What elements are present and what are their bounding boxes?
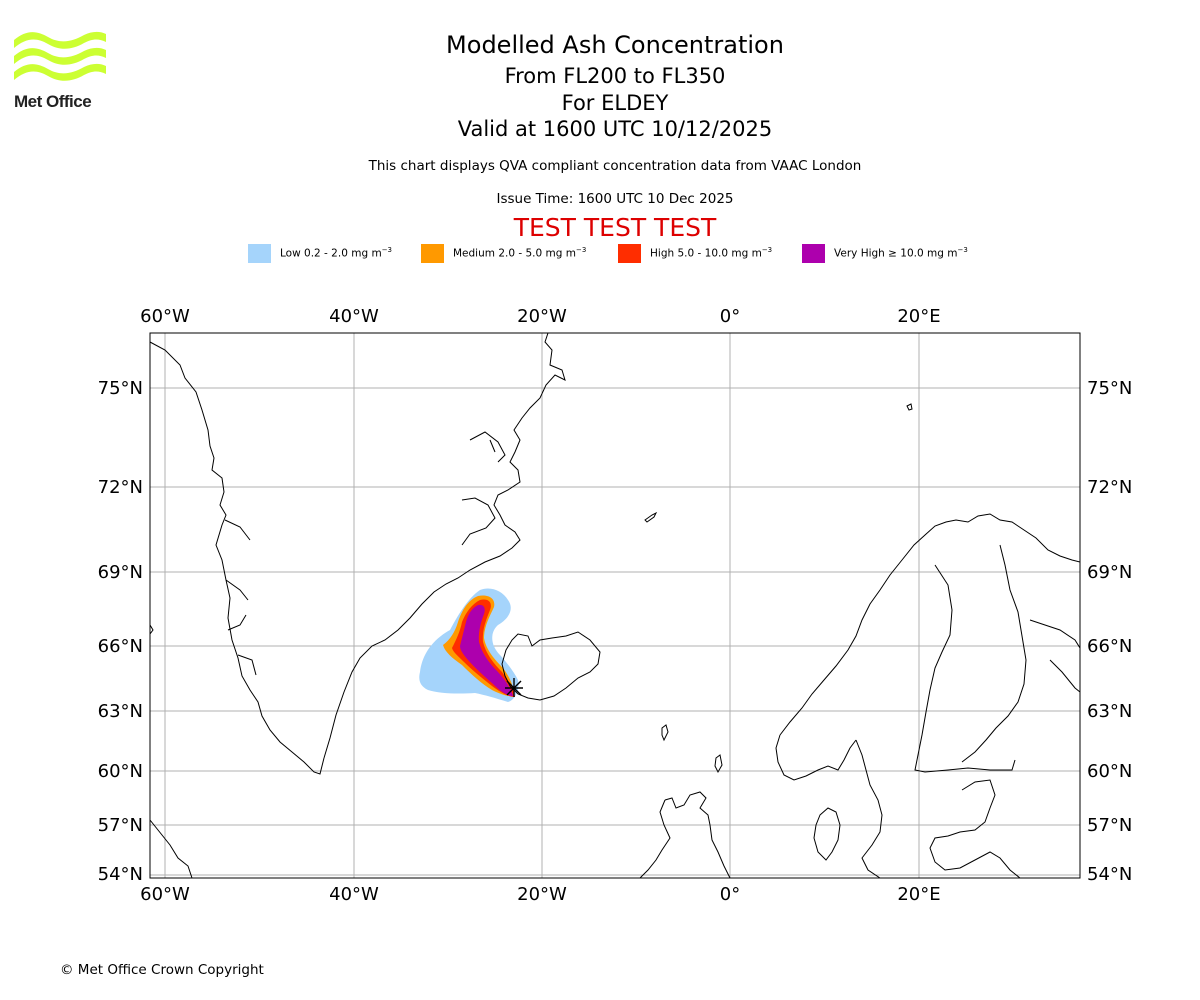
coast-iceland — [501, 631, 601, 701]
lat-label-right-69n: 69°N — [1087, 562, 1132, 583]
lat-label-right-72n: 72°N — [1087, 477, 1132, 498]
lat-labels-right: 75°N 72°N 69°N 66°N 63°N 60°N 57°N 54°N — [1087, 378, 1132, 885]
legend-unit-very-high: −3 — [957, 246, 968, 254]
lat-labels-left: 75°N 72°N 69°N 66°N 63°N 60°N 57°N 54°N — [98, 378, 143, 885]
coastlines — [150, 333, 1080, 878]
coast-denmark — [813, 807, 841, 861]
legend-swatch-medium — [421, 244, 444, 263]
lat-label-right-66n: 66°N — [1087, 636, 1132, 657]
map-gridlines — [150, 333, 1080, 878]
lat-label-right-60n: 60°N — [1087, 761, 1132, 782]
lon-label-top-60w: 60°W — [140, 306, 190, 327]
legend-label-medium: Medium 2.0 - 5.0 mg m — [453, 247, 576, 260]
ash-plume — [419, 588, 523, 702]
lon-label-top-20w: 20°W — [517, 306, 567, 327]
lat-label-left-57n: 57°N — [98, 815, 143, 836]
coast-faroe — [661, 724, 669, 742]
coast-greenland-fjords — [224, 431, 506, 676]
lon-label-bottom-40w: 40°W — [329, 884, 379, 905]
coast-svalbard — [906, 403, 913, 411]
coast-baffin — [150, 624, 193, 878]
logo-text: Met Office — [14, 92, 92, 111]
lon-label-top-0: 0° — [720, 306, 740, 327]
lat-label-right-63n: 63°N — [1087, 701, 1132, 722]
valid-time: Valid at 1600 UTC 10/12/2025 — [457, 117, 773, 141]
coast-greenland-east — [323, 333, 566, 759]
legend-unit-high: −3 — [761, 246, 773, 254]
lat-label-left-54n: 54°N — [98, 864, 143, 885]
coast-greenland-west — [150, 341, 325, 775]
coast-shetland — [714, 754, 723, 774]
test-banner: TEST TEST TEST — [513, 213, 717, 242]
lat-label-left-72n: 72°N — [98, 477, 143, 498]
coast-sweden — [855, 739, 883, 878]
volcano-location: For ELDEY — [561, 91, 669, 115]
issue-time: Issue Time: 1600 UTC 10 Dec 2025 — [496, 191, 734, 207]
copyright-notice: © Met Office Crown Copyright — [60, 962, 264, 978]
legend-unit-medium: −3 — [575, 246, 587, 254]
coast-norway-south — [775, 734, 857, 781]
lat-label-left-63n: 63°N — [98, 701, 143, 722]
chart-title: Modelled Ash Concentration — [446, 31, 784, 59]
lat-label-right-57n: 57°N — [1087, 815, 1132, 836]
coast-baltic — [914, 564, 1016, 773]
volcano-marker-icon — [505, 678, 523, 697]
lat-label-left-69n: 69°N — [98, 562, 143, 583]
map-frame — [149, 332, 1081, 879]
coast-kola — [1029, 619, 1080, 693]
legend-swatch-very-high — [802, 244, 825, 263]
lon-label-bottom-0: 0° — [720, 884, 740, 905]
ash-area-very-high — [460, 604, 513, 696]
legend-label-very-high: Very High ≥ 10.0 mg m — [834, 247, 958, 260]
legend-swatch-high — [618, 244, 641, 263]
lon-label-top-40w: 40°W — [329, 306, 379, 327]
lat-label-right-54n: 54°N — [1087, 864, 1132, 885]
lat-label-right-75n: 75°N — [1087, 378, 1132, 399]
lat-label-left-66n: 66°N — [98, 636, 143, 657]
coast-finland — [961, 544, 1027, 763]
legend-label-high: High 5.0 - 10.0 mg m — [650, 247, 762, 260]
lon-label-bottom-20e: 20°E — [897, 884, 940, 905]
coast-jan-mayen — [644, 511, 658, 523]
legend-label-low: Low 0.2 - 2.0 mg m — [280, 247, 382, 260]
coast-britain — [639, 791, 731, 878]
legend-swatch-low — [248, 244, 271, 263]
coast-baltic-states — [929, 779, 1021, 878]
lon-labels-bottom: 60°W 40°W 20°W 0° 20°E — [140, 884, 940, 905]
coast-norway — [779, 513, 1080, 736]
lat-label-left-75n: 75°N — [98, 378, 143, 399]
lon-label-top-20e: 20°E — [897, 306, 940, 327]
lon-label-bottom-20w: 20°W — [517, 884, 567, 905]
legend-unit-low: −3 — [381, 246, 393, 254]
lat-label-left-60n: 60°N — [98, 761, 143, 782]
flight-level-range: From FL200 to FL350 — [504, 64, 726, 88]
chart-description: This chart displays QVA compliant concen… — [368, 158, 862, 174]
lon-labels-top: 60°W 40°W 20°W 0° 20°E — [140, 306, 940, 327]
lon-label-bottom-60w: 60°W — [140, 884, 190, 905]
met-office-logo: Met Office — [14, 30, 108, 112]
met-office-waves-icon — [14, 31, 106, 81]
